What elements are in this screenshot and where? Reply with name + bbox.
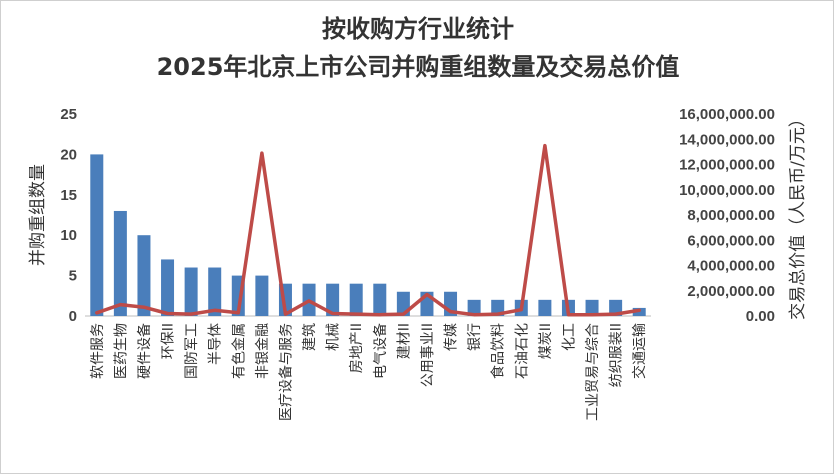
right-axis-label: 交易总价值（人民币/万元） bbox=[788, 110, 808, 320]
category-label: 国防军工 bbox=[184, 323, 200, 379]
category-label: 医药生物 bbox=[113, 323, 129, 379]
chart-subtitle: 2025年北京上市公司并购重组数量及交易总价值 bbox=[156, 53, 680, 81]
right-tick-label: 2,000,000.00 bbox=[687, 283, 775, 300]
right-tick-label: 4,000,000.00 bbox=[687, 258, 775, 275]
bar bbox=[113, 210, 127, 316]
category-label: 机械 bbox=[326, 323, 342, 351]
bar bbox=[585, 299, 599, 316]
bar bbox=[373, 283, 387, 316]
bar bbox=[538, 299, 552, 316]
category-label: 煤炭II bbox=[538, 323, 554, 359]
left-tick-label: 20 bbox=[60, 146, 77, 163]
bar bbox=[208, 267, 222, 316]
category-label: 交通运输 bbox=[631, 323, 648, 379]
bar bbox=[137, 235, 151, 316]
category-label: 石油石化 bbox=[514, 323, 530, 379]
left-tick-label: 0 bbox=[69, 308, 77, 325]
category-label: 纺织服装II bbox=[609, 323, 625, 387]
bar bbox=[184, 267, 198, 316]
category-label: 环保II bbox=[161, 323, 177, 359]
category-label: 公用事业II bbox=[420, 323, 436, 387]
category-label: 电气设备 bbox=[372, 323, 389, 379]
category-label: 有色金属 bbox=[230, 323, 247, 379]
left-tick-label: 25 bbox=[60, 106, 77, 123]
right-tick-label: 6,000,000.00 bbox=[687, 232, 775, 249]
category-label: 食品饮料 bbox=[490, 323, 507, 379]
right-tick-label: 8,000,000.00 bbox=[687, 207, 775, 224]
bar bbox=[161, 259, 175, 316]
category-label: 建材II bbox=[396, 323, 412, 359]
bar bbox=[90, 154, 104, 316]
category-label: 硬件设备 bbox=[136, 323, 153, 379]
category-label: 工业贸易与综合 bbox=[585, 323, 601, 421]
left-tick-label: 10 bbox=[60, 227, 77, 244]
series-line bbox=[95, 143, 641, 317]
chart-title: 按收购方行业统计 bbox=[322, 15, 514, 43]
right-tick-label: 16,000,000.00 bbox=[679, 106, 775, 123]
left-axis-label: 并购重组数量 bbox=[28, 164, 48, 266]
bar bbox=[255, 275, 269, 316]
category-label: 房地产II bbox=[349, 323, 365, 373]
category-label: 银行 bbox=[467, 323, 483, 351]
bar bbox=[467, 299, 481, 316]
left-tick-label: 5 bbox=[69, 268, 77, 285]
left-tick-label: 15 bbox=[60, 187, 77, 204]
right-tick-label: 14,000,000.00 bbox=[679, 131, 775, 148]
category-label: 半导体 bbox=[208, 323, 224, 365]
right-tick-label: 10,000,000.00 bbox=[679, 182, 775, 199]
bar bbox=[326, 283, 340, 316]
category-label: 建筑 bbox=[302, 323, 318, 351]
category-label: 化工 bbox=[561, 323, 577, 351]
category-label: 传媒 bbox=[444, 323, 460, 351]
category-label: 非银金融 bbox=[255, 323, 271, 379]
category-label: 医疗设备与服务 bbox=[277, 323, 294, 421]
right-tick-label: 12,000,000.00 bbox=[679, 157, 775, 174]
category-label: 软件服务 bbox=[90, 323, 106, 379]
bar bbox=[349, 283, 363, 316]
right-tick-label: 0.00 bbox=[746, 308, 775, 325]
